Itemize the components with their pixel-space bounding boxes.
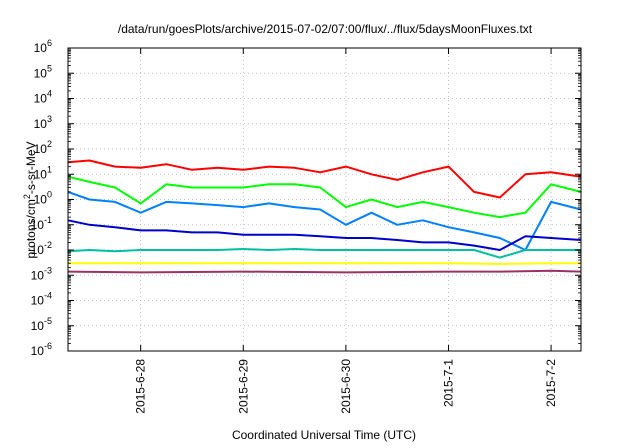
- series-line-4: [67, 219, 582, 251]
- y-tick-label: 10-4: [31, 291, 52, 308]
- series-line-5: [67, 248, 581, 259]
- x-axis: 2015-6-28 2015-6-29 2015-6-30 2015-7-1 2015-…: [134, 48, 558, 414]
- y-tick-label: 104: [34, 89, 52, 106]
- y-tick-label: 105: [34, 63, 52, 80]
- series-line-3: [67, 190, 582, 251]
- y-tick-label: 10-2: [31, 240, 52, 257]
- y-tick-label: 103: [34, 114, 52, 131]
- x-tick-label: 2015-6-29: [236, 359, 250, 414]
- chart-title: /data/run/goesPlots/archive/2015-07-02/0…: [118, 22, 533, 36]
- x-axis-label: Coordinated Universal Time (UTC): [232, 428, 416, 442]
- x-tick-label: 2015-7-2: [544, 359, 558, 407]
- y-tick-label: 10-3: [31, 265, 52, 282]
- y-axis-label: protons/cm2-s-sr-MeV: [22, 141, 38, 258]
- series-layer: [67, 159, 582, 274]
- y-axis-label-superscript: 2: [22, 194, 32, 199]
- y-axis: 10-6 10-5 10-4 10-3 10-2 10-1 100 101 102 103 104 1…: [31, 38, 581, 358]
- x-tick-label: 2015-7-1: [441, 359, 455, 407]
- y-axis-label-main: protons/cm: [24, 199, 38, 258]
- y-tick-label: 106: [34, 38, 52, 55]
- y-tick-label: 100: [34, 190, 52, 207]
- y-tick-label: 10-1: [31, 215, 52, 232]
- series-line-7: [67, 269, 582, 274]
- series-line-1: [67, 159, 582, 199]
- y-tick-label: 102: [34, 139, 52, 156]
- x-tick-label: 2015-6-30: [339, 359, 353, 414]
- y-tick-label: 10-5: [31, 316, 52, 333]
- y-tick-label: 10-6: [31, 341, 52, 358]
- series-line-2: [67, 175, 582, 219]
- series-line-6: [68, 262, 581, 265]
- y-axis-label-rest: -s-sr-MeV: [24, 141, 38, 194]
- y-tick-label: 101: [34, 164, 52, 181]
- x-tick-label: 2015-6-28: [134, 359, 148, 414]
